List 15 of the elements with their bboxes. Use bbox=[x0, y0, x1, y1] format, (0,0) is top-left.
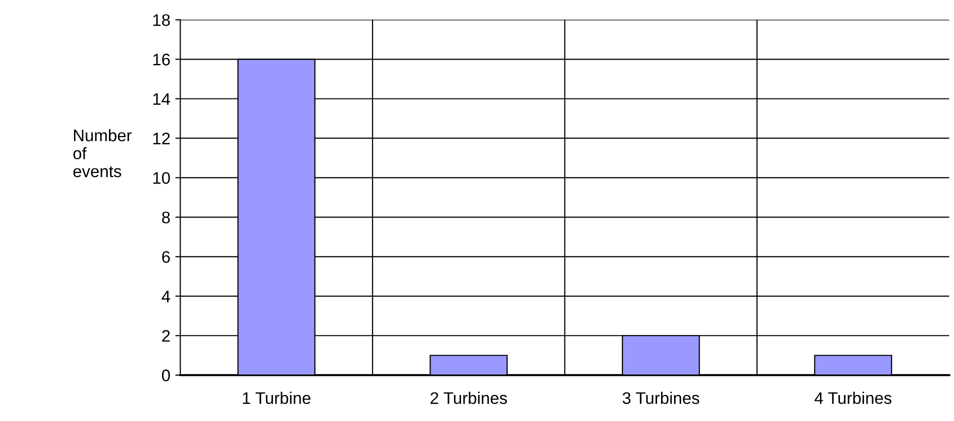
x-tick-label: 3 Turbines bbox=[622, 392, 700, 404]
y-axis-title: Number of events bbox=[73, 129, 132, 178]
y-tick-label: 14 bbox=[153, 93, 170, 105]
x-tick-label: 1 Turbine bbox=[242, 392, 310, 404]
y-tick-label: 8 bbox=[162, 212, 170, 224]
y-tick-label: 10 bbox=[153, 172, 170, 184]
y-tick-label: 6 bbox=[162, 251, 170, 263]
x-tick-label: 2 Turbines bbox=[430, 392, 507, 404]
x-tick-label: 4 Turbines bbox=[814, 392, 892, 404]
y-tick-label: 2 bbox=[162, 330, 170, 342]
y-tick-label: 18 bbox=[153, 14, 170, 26]
y-tick-label: 12 bbox=[153, 132, 170, 144]
y-tick-label: 16 bbox=[153, 54, 170, 66]
y-tick-label: 4 bbox=[162, 290, 170, 302]
y-tick-label: 0 bbox=[162, 370, 170, 382]
